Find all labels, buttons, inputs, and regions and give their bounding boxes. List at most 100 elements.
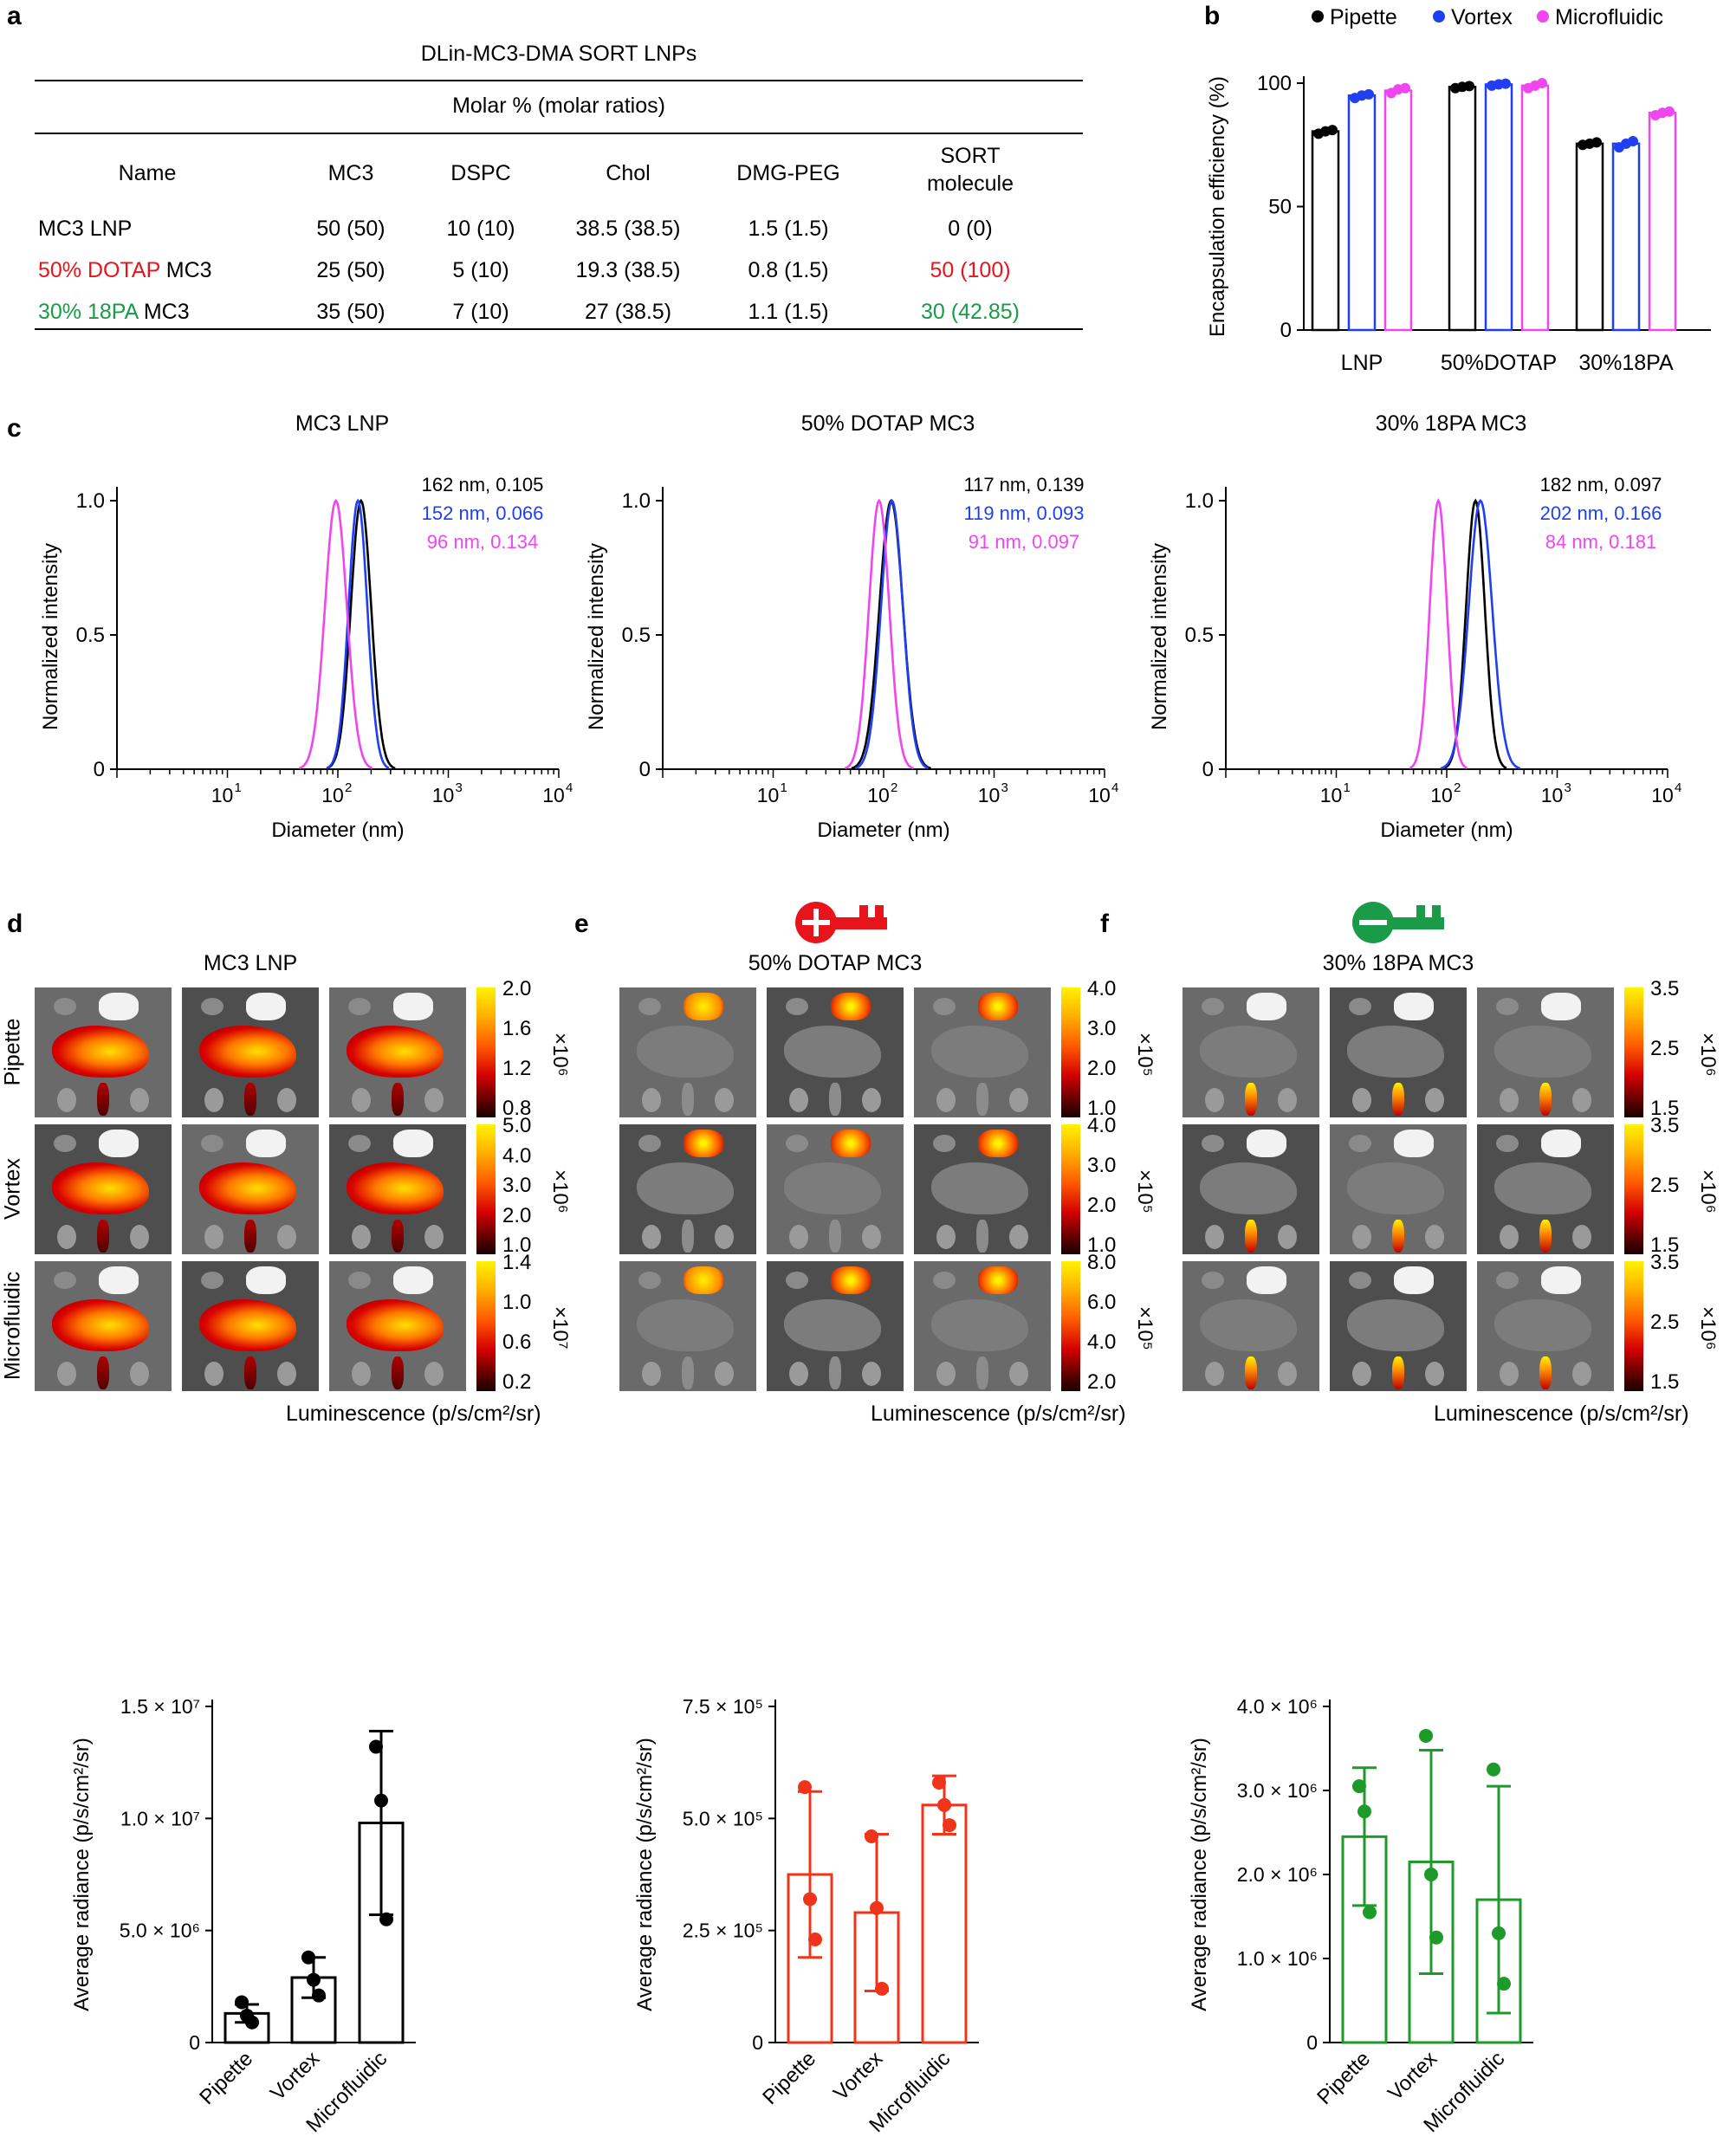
colorbar-exponent: ×10⁵ <box>1133 1033 1157 1077</box>
lung <box>831 1266 871 1294</box>
kidney <box>1425 1225 1444 1249</box>
liver <box>52 1299 149 1351</box>
lung <box>393 1266 433 1294</box>
colorbar-tick: 2.0 <box>1087 1057 1117 1080</box>
table-cell-dmg: 0.8 (1.5) <box>748 258 829 282</box>
x-tick-label: Pipette <box>1312 2047 1375 2109</box>
table-subtitle: Molar % (molar ratios) <box>452 94 665 118</box>
data-point <box>943 1818 956 1833</box>
lung <box>978 1130 1018 1157</box>
row-name-sort-part: 30% 18PA <box>38 300 138 324</box>
heart <box>54 1135 76 1152</box>
table-cell-dspc: 5 (10) <box>452 258 509 282</box>
kidney <box>1278 1088 1297 1112</box>
row-label: Microfluidic <box>0 1271 25 1381</box>
heart <box>54 1272 76 1289</box>
kidney <box>1009 1088 1028 1112</box>
organ-image <box>767 987 904 1117</box>
colorbar-exponent: ×10⁶ <box>548 1169 572 1214</box>
kidney <box>862 1225 881 1249</box>
y-tick-label: 1.5 × 10⁷ <box>120 1695 200 1718</box>
organ-image <box>1182 987 1319 1117</box>
kidney <box>936 1088 956 1112</box>
bar <box>1383 89 1413 332</box>
lung <box>246 1130 286 1157</box>
table-cell-sort: 0 (0) <box>948 217 993 241</box>
kidney <box>130 1225 149 1249</box>
liver <box>1347 1162 1444 1214</box>
y-tick-label: 1.0 <box>76 489 105 513</box>
dls-curve <box>844 498 914 770</box>
lung <box>1541 993 1581 1020</box>
kidney <box>424 1362 444 1386</box>
kidney <box>862 1362 881 1386</box>
colorbar-tick: 1.0 <box>1087 1233 1117 1257</box>
x-tick-exponent: 3 <box>1001 780 1008 795</box>
y-tick-label: 0.5 <box>1185 624 1214 647</box>
imaging-title: MC3 LNP <box>203 951 298 975</box>
lung <box>1394 993 1434 1020</box>
x-tick-label: 10 <box>1430 784 1453 806</box>
colorbar-exponent: ×10⁶ <box>1696 1033 1720 1077</box>
colorbar-tick: 0.2 <box>502 1370 532 1394</box>
radiance-chart-18pa: 0 1.0 × 10⁶ 2.0 × 10⁶ 3.0 × 10⁶ 4.0 × 10⁶ Ave… <box>1188 1695 1533 2137</box>
organ-image <box>767 1261 904 1391</box>
spleen <box>392 1083 404 1116</box>
row-name-suffix: MC3 <box>137 300 190 324</box>
kidney <box>715 1225 734 1249</box>
lung <box>246 993 286 1020</box>
chart-title: 30% 18PA MC3 <box>1376 411 1527 436</box>
liver <box>199 1026 296 1078</box>
organ-image <box>35 1124 172 1254</box>
heart <box>1496 1135 1519 1152</box>
bar <box>921 1803 968 2044</box>
liver <box>1494 1299 1591 1351</box>
colorbar <box>476 987 496 1117</box>
heart <box>638 998 661 1015</box>
lung <box>1247 1266 1286 1294</box>
y-tick-label: 2.5 × 10⁵ <box>683 1920 763 1942</box>
data-point <box>245 2015 259 2030</box>
data-point <box>1628 135 1638 146</box>
kidney <box>277 1362 296 1386</box>
kidney <box>1009 1362 1028 1386</box>
colorbar-tick: 1.0 <box>502 1233 532 1257</box>
heart <box>348 1135 371 1152</box>
heart <box>201 998 224 1015</box>
y-axis-label: Average radiance (p/s/cm²/sr) <box>1188 1738 1211 2011</box>
data-point <box>1327 125 1338 136</box>
y-tick-label: 1.0 × 10⁶ <box>1237 1947 1318 1970</box>
colorbar-tick: 2.5 <box>1650 1311 1680 1334</box>
kidney <box>424 1225 444 1249</box>
kidney <box>789 1225 808 1249</box>
heart <box>348 1272 371 1289</box>
kidney <box>130 1088 149 1112</box>
data-point <box>1352 1779 1366 1794</box>
kidney <box>642 1088 661 1112</box>
organ-image <box>1330 1261 1467 1391</box>
liver <box>1494 1162 1591 1214</box>
colorbar-tick: 2.0 <box>1087 1194 1117 1217</box>
luminescence-label: Luminescence (p/s/cm²/sr) <box>1434 1402 1689 1426</box>
colorbar-exponent: ×10⁶ <box>1696 1306 1720 1350</box>
colorbar-tick: 3.0 <box>1087 1154 1117 1177</box>
y-tick-label: 5.0 × 10⁶ <box>120 1920 200 1942</box>
y-tick-label: 0 <box>94 758 105 781</box>
spleen <box>1245 1220 1257 1253</box>
colorbar-tick: 3.0 <box>502 1174 532 1197</box>
colorbar-tick: 2.0 <box>502 977 532 1000</box>
x-tick-label: 10 <box>211 784 234 806</box>
legend-label: Microfluidic <box>1555 5 1663 29</box>
curve-label: 84 nm, 0.181 <box>1545 531 1656 553</box>
chart-title: 50% DOTAP MC3 <box>801 411 975 436</box>
colorbar-tick: 0.8 <box>502 1097 532 1120</box>
colorbar <box>1624 1124 1643 1254</box>
kidney <box>1278 1225 1297 1249</box>
kidney <box>715 1362 734 1386</box>
data-point <box>932 1775 946 1790</box>
dls-curve <box>299 498 373 770</box>
colorbar-exponent: ×10⁶ <box>1696 1169 1720 1214</box>
kidney <box>1425 1088 1444 1112</box>
x-tick-label: 10 <box>867 784 890 806</box>
